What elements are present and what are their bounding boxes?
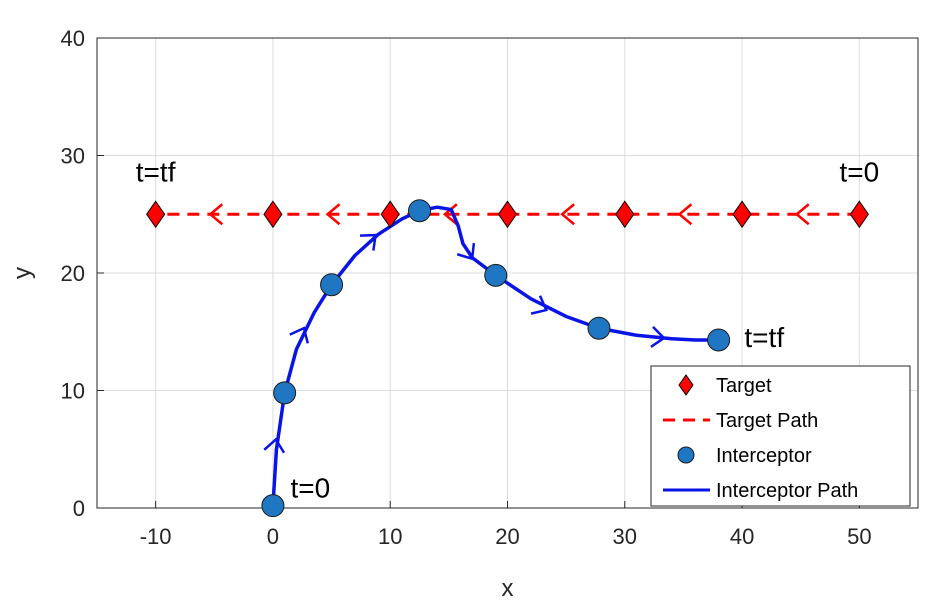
target-marker (615, 200, 635, 229)
y-tick-label: 10 (61, 379, 85, 404)
interceptor-path-line (271, 205, 719, 506)
interceptor-path-arrow (650, 326, 666, 348)
target-marker (732, 200, 752, 229)
series-layer (146, 199, 869, 518)
target-path-arrow (208, 203, 224, 226)
interceptor-path-arrow (263, 437, 286, 454)
annotations: t=tf t=0 t=tf t=0 (136, 156, 879, 503)
annotation-label: t=0 (840, 156, 880, 187)
interceptor-path-arrow (456, 243, 476, 261)
x-tick-label: 0 (267, 524, 279, 549)
y-axis-label: y (9, 267, 36, 279)
interceptor-path-arrow (530, 295, 549, 315)
interceptor-path-arrow (359, 233, 378, 251)
legend-items: Target Target Path Interceptor Interceptor … (663, 374, 858, 502)
target-marker (146, 200, 166, 229)
target-marker (497, 200, 518, 229)
interceptor-marker (273, 381, 297, 405)
target-marker (380, 200, 400, 229)
interceptor-marker (320, 273, 344, 297)
x-tick-label: 30 (613, 524, 637, 549)
interceptor-marker (408, 199, 432, 223)
legend-interceptor-swatch (677, 446, 695, 464)
x-tick-label: 10 (378, 524, 402, 549)
annotation-label: t=tf (744, 322, 784, 353)
x-tick-label: 20 (495, 524, 519, 549)
y-axis-ticks: 0 10 20 30 40 (61, 26, 104, 521)
legend-target-swatch (678, 374, 694, 396)
target-marker (849, 200, 869, 229)
y-tick-label: 0 (73, 496, 85, 521)
x-tick-label: 40 (730, 524, 754, 549)
interceptor-marker (261, 494, 285, 518)
legend-box (650, 365, 911, 507)
legend: Target Target Path Interceptor Interceptor … (650, 365, 911, 507)
legend-label: Target (716, 375, 772, 397)
y-tick-label: 40 (61, 26, 85, 51)
interceptor-path-arrow (289, 326, 309, 344)
x-axis-label: x (502, 575, 514, 602)
interceptor-marker (587, 316, 611, 340)
target-path-arrow (677, 203, 693, 226)
annotation-label: t=tf (136, 156, 176, 187)
legend-label: Target Path (716, 410, 818, 432)
x-tick-label: -10 (140, 524, 172, 549)
target-path-arrow (442, 203, 458, 226)
legend-label: Interceptor Path (716, 480, 858, 502)
target-path-arrow (325, 203, 341, 226)
legend-label: Interceptor (716, 445, 812, 467)
target-marker (263, 200, 283, 229)
annotation-label: t=0 (291, 472, 331, 503)
target-path-arrow (560, 203, 575, 226)
x-tick-label: 50 (847, 524, 871, 549)
interceptor-marker (484, 263, 508, 287)
x-axis-ticks: -10 0 10 20 30 40 50 (140, 501, 872, 549)
y-tick-label: 30 (61, 144, 85, 169)
target-path-arrow (794, 203, 810, 226)
y-tick-label: 20 (61, 261, 85, 286)
interceptor-marker (707, 328, 731, 352)
